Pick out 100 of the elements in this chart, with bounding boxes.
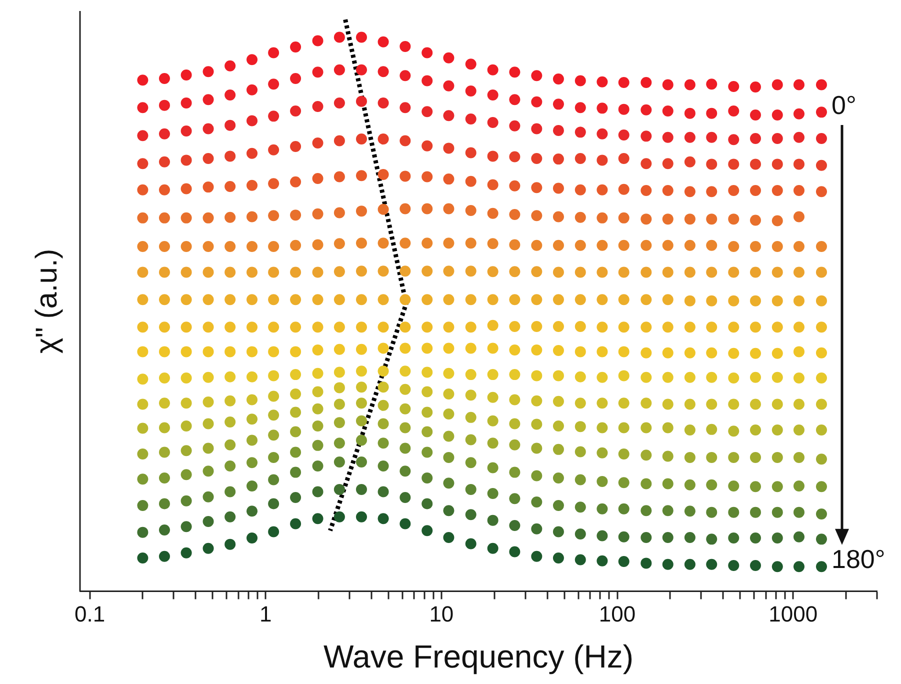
point [706,322,718,333]
point [180,126,192,137]
point [422,446,433,458]
point [158,128,170,140]
point [596,266,608,278]
point [356,344,367,355]
point [574,152,586,164]
point [596,398,608,409]
point [816,106,827,118]
point [728,266,740,278]
point [246,414,258,425]
point [662,158,674,170]
point [378,66,389,78]
point [706,78,718,90]
point [816,424,827,436]
point [422,366,433,378]
point [312,322,324,333]
point [750,424,761,436]
point [378,513,389,524]
point [574,528,586,540]
point [465,342,476,354]
point [312,344,324,356]
point [509,66,520,78]
point [684,214,696,225]
point [378,294,389,306]
point [465,412,476,423]
point [750,560,761,571]
point [356,456,367,468]
point [640,347,652,358]
point [662,266,674,278]
point [640,184,652,196]
point [531,344,542,356]
point [290,240,302,251]
point [312,66,324,78]
point [356,382,367,393]
point [706,132,718,143]
point [224,439,236,450]
point [662,322,674,333]
point [422,203,433,214]
point [312,100,324,112]
point [640,240,652,251]
point [618,212,630,224]
point [772,132,783,144]
point [465,58,476,70]
point [574,446,586,458]
point [684,240,696,251]
point [728,134,740,146]
point [443,80,454,92]
point [552,500,564,511]
point [268,322,280,333]
point [509,180,520,192]
point [158,100,170,111]
point [356,170,367,182]
point [422,106,433,118]
point [137,552,148,564]
point [137,158,148,170]
point [662,478,674,490]
point [180,70,192,81]
x-axis-title: Wave Frequency (Hz) [324,638,634,675]
point [180,294,192,306]
point [706,240,718,251]
point [706,398,718,410]
point [356,32,367,43]
point [793,480,804,492]
point [224,460,236,472]
point [531,240,542,251]
point [465,294,476,306]
point [816,534,827,545]
point [180,445,192,456]
point [793,266,804,278]
point [574,212,586,223]
point [422,406,433,418]
point [684,532,696,543]
point [552,211,564,222]
point [487,320,498,331]
point [618,322,630,333]
point [465,238,476,249]
point [750,158,761,170]
point [816,79,827,90]
point [158,346,170,358]
point [465,457,476,468]
point [684,108,696,119]
point [596,447,608,458]
point [596,322,608,333]
point [487,64,498,76]
point [202,241,214,252]
point [662,132,674,143]
point [816,561,827,572]
point [202,346,214,358]
point [728,214,740,225]
point [662,532,674,543]
point [224,346,236,358]
point [662,79,674,90]
point [574,102,586,114]
point [312,440,324,451]
y-axis-title: χ" (a.u.) [30,248,64,354]
point [180,420,192,432]
point [662,184,674,196]
point [684,558,696,570]
point [312,35,324,46]
